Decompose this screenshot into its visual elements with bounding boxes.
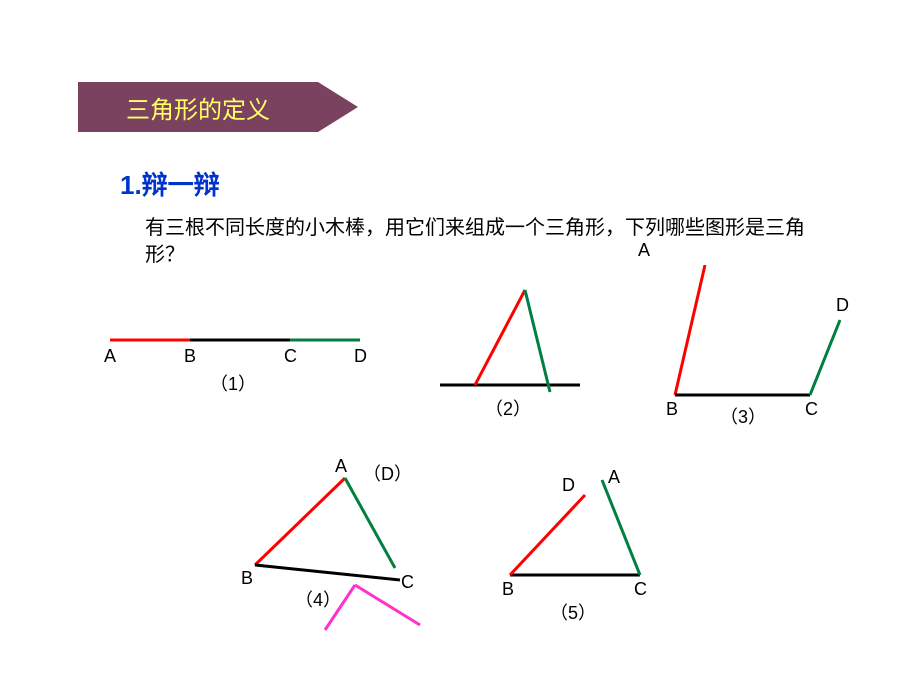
diagram-1: A B C D （1） bbox=[100, 310, 380, 390]
label-A-top: A bbox=[638, 240, 650, 261]
question-text: 有三根不同长度的小木棒，用它们来组成一个三角形，下列哪些图形是三角形？ bbox=[145, 215, 825, 269]
label-C: C bbox=[805, 399, 818, 420]
diagram-3: D B C （3） bbox=[650, 265, 850, 425]
diagram-4: A （D） B C （4） bbox=[235, 460, 455, 650]
label-B: B bbox=[502, 579, 514, 600]
label-D: （D） bbox=[363, 460, 412, 486]
label-B: B bbox=[666, 399, 678, 420]
label-C: C bbox=[401, 572, 414, 593]
banner-text: 三角形的定义 bbox=[78, 82, 318, 132]
caption-2: （2） bbox=[485, 395, 531, 421]
label-C: C bbox=[284, 346, 297, 367]
label-A: A bbox=[335, 456, 347, 477]
caption-5: （5） bbox=[550, 599, 596, 625]
label-C: C bbox=[634, 579, 647, 600]
label-B: B bbox=[241, 568, 253, 589]
label-A: A bbox=[104, 346, 116, 367]
label-D: D bbox=[836, 295, 849, 316]
caption-3: （3） bbox=[720, 403, 766, 429]
label-A: A bbox=[608, 467, 620, 488]
label-B: B bbox=[184, 346, 196, 367]
subtitle: 1.辩一辩 bbox=[120, 165, 220, 202]
diagram-5: D A B C （5） bbox=[490, 465, 680, 625]
label-D: D bbox=[562, 475, 575, 496]
caption-1: （1） bbox=[210, 370, 256, 396]
banner-arrow bbox=[318, 82, 358, 132]
caption-4: （4） bbox=[295, 586, 341, 612]
label-D: D bbox=[354, 346, 367, 367]
section-banner: 三角形的定义 bbox=[78, 82, 358, 132]
diagram-2: （2） bbox=[430, 280, 590, 420]
